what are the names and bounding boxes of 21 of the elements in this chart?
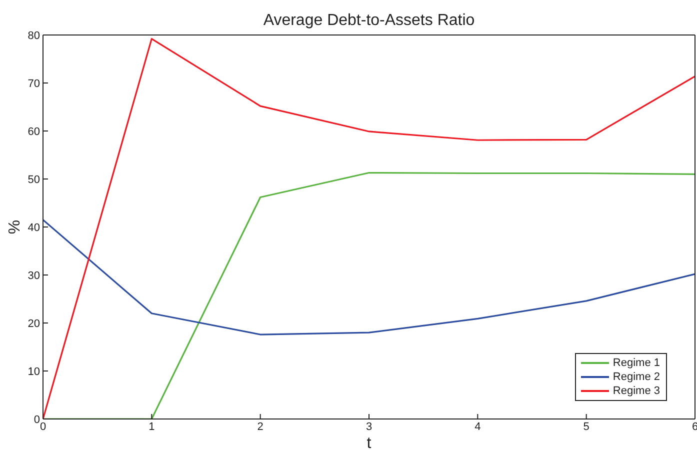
line-series xyxy=(43,219,695,336)
x-tick-label: 3 xyxy=(366,420,372,433)
legend-label: Regime 1 xyxy=(612,357,660,369)
x-tick-label: 5 xyxy=(583,420,590,433)
x-tick-label: 4 xyxy=(474,420,481,433)
x-axis-title: t xyxy=(366,435,372,450)
chart-title: Average Debt-to-Assets Ratio xyxy=(262,11,476,31)
y-tick-label: 50 xyxy=(28,174,40,186)
y-tick-label: 60 xyxy=(28,126,40,138)
y-tick-label: 70 xyxy=(28,78,40,90)
y-tick-label: 30 xyxy=(28,270,40,282)
y-tick-label: 10 xyxy=(28,366,40,378)
line-series xyxy=(43,38,695,419)
y-tick-label: 20 xyxy=(28,318,40,330)
x-tick-label: 2 xyxy=(257,420,264,433)
x-tick-label: 1 xyxy=(148,420,155,433)
y-tick-label: 40 xyxy=(28,222,40,234)
legend-label: Regime 3 xyxy=(612,385,660,397)
y-axis-title: % xyxy=(6,220,24,234)
legend-label: Regime 2 xyxy=(612,371,660,383)
y-tick-label: 80 xyxy=(28,30,40,42)
